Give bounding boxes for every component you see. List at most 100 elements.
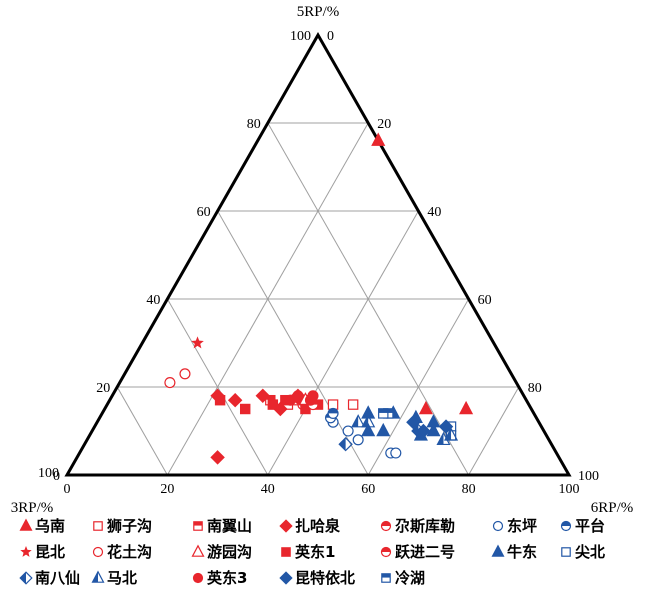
legend-item-冷湖: 冷湖 bbox=[381, 569, 425, 587]
legend-marker-昆北 bbox=[20, 546, 32, 557]
tick-right-40: 40 bbox=[427, 205, 441, 220]
point-扎哈泉-6 bbox=[210, 450, 225, 465]
point-南八仙-0 bbox=[338, 436, 353, 452]
legend-marker-平台 bbox=[560, 520, 572, 532]
legend-label-扎哈泉: 扎哈泉 bbox=[295, 517, 341, 535]
tick-bottom-20: 20 bbox=[160, 482, 174, 497]
point-花土沟-1 bbox=[179, 368, 191, 380]
tick-top-80: 80 bbox=[247, 117, 261, 132]
legend-label-乌南: 乌南 bbox=[35, 517, 65, 535]
legend-item-牛东: 牛东 bbox=[491, 543, 537, 561]
tick-top-0: 0 bbox=[53, 469, 60, 484]
data-points bbox=[164, 132, 474, 465]
point-昆北-0 bbox=[191, 336, 204, 349]
tick-top-100: 100 bbox=[290, 29, 311, 44]
legend-marker-花土沟 bbox=[92, 546, 104, 558]
legend-marker-尖北 bbox=[561, 547, 571, 557]
legend-marker-狮子沟 bbox=[93, 521, 103, 531]
legend-item-英东1: 英东1 bbox=[281, 543, 335, 561]
legend-marker-乌南 bbox=[19, 518, 33, 531]
tick-bottom-100: 100 bbox=[559, 482, 580, 497]
grid-line-right-80 bbox=[468, 386, 520, 476]
legend-label-昆特依北: 昆特依北 bbox=[295, 569, 355, 587]
point-昆特依北-2 bbox=[438, 419, 454, 434]
tick-right-60: 60 bbox=[478, 293, 492, 308]
legend-item-东坪: 东坪 bbox=[492, 517, 537, 535]
legend-label-平台: 平台 bbox=[575, 517, 605, 535]
point-东坪-2 bbox=[342, 425, 354, 437]
point-牛东-4 bbox=[376, 422, 391, 437]
point-狮子沟-2 bbox=[327, 399, 339, 410]
legend-marker-游园沟 bbox=[191, 544, 205, 557]
legend-marker-马北 bbox=[91, 570, 105, 583]
tick-bottom-60: 60 bbox=[361, 482, 375, 497]
legend-item-尕斯库勒: 尕斯库勒 bbox=[380, 517, 455, 535]
top-axis-title: 5RP/% bbox=[297, 4, 340, 20]
legend-label-牛东: 牛东 bbox=[507, 543, 537, 561]
tick-top-20: 20 bbox=[96, 381, 110, 396]
point-英东1-2 bbox=[267, 399, 279, 410]
legend-marker-扎哈泉 bbox=[279, 519, 293, 533]
legend-marker-英东1 bbox=[281, 547, 291, 557]
tick-right-100: 100 bbox=[578, 469, 599, 484]
legend-label-跃进二号: 跃进二号 bbox=[395, 543, 455, 561]
point-乌南-2 bbox=[459, 400, 474, 415]
point-马北-1 bbox=[361, 414, 376, 428]
legend-label-南八仙: 南八仙 bbox=[35, 569, 80, 587]
legend-marker-跃进二号 bbox=[380, 546, 392, 558]
legend-label-南翼山: 南翼山 bbox=[207, 517, 252, 535]
legend-marker-东坪 bbox=[492, 520, 504, 532]
point-马北-3 bbox=[443, 427, 459, 441]
legend-item-马北: 马北 bbox=[91, 569, 137, 587]
point-乌南-1 bbox=[418, 400, 433, 415]
tick-top-60: 60 bbox=[197, 205, 211, 220]
legend-marker-英东3 bbox=[192, 572, 204, 584]
left-axis-title: 3RP/% bbox=[11, 500, 54, 516]
point-英东1-1 bbox=[239, 403, 251, 415]
legend-marker-牛东 bbox=[491, 544, 505, 557]
legend-item-狮子沟: 狮子沟 bbox=[93, 517, 152, 535]
tick-bottom-0: 0 bbox=[64, 482, 71, 497]
legend-marker-昆特依北 bbox=[279, 571, 293, 585]
legend-label-东坪: 东坪 bbox=[507, 517, 537, 535]
legend-label-游园沟: 游园沟 bbox=[207, 543, 252, 561]
legend-label-冷湖: 冷湖 bbox=[395, 569, 425, 587]
legend-marker-尕斯库勒 bbox=[380, 520, 392, 532]
legend-item-平台: 平台 bbox=[560, 517, 605, 535]
point-冷湖-1 bbox=[378, 408, 389, 419]
legend-label-尕斯库勒: 尕斯库勒 bbox=[395, 517, 455, 535]
legend-label-昆北: 昆北 bbox=[35, 543, 65, 561]
point-乌南-0 bbox=[371, 132, 386, 146]
point-牛东-6 bbox=[426, 422, 441, 437]
legend-label-花土沟: 花土沟 bbox=[107, 543, 152, 561]
grid-line-left-60 bbox=[166, 298, 269, 476]
legend-item-南八仙: 南八仙 bbox=[19, 569, 80, 587]
legend-label-尖北: 尖北 bbox=[575, 543, 605, 561]
tick-bottom-40: 40 bbox=[261, 482, 275, 497]
point-狮子沟-0 bbox=[347, 399, 359, 410]
legend-label-英东3: 英东3 bbox=[207, 569, 247, 587]
point-牛东-7 bbox=[361, 422, 376, 437]
tick-bottom-80: 80 bbox=[462, 482, 476, 497]
tick-left-100: 100 bbox=[38, 466, 59, 481]
tick-top-40: 40 bbox=[146, 293, 160, 308]
grid-line-right-40 bbox=[267, 210, 419, 476]
legend-item-扎哈泉: 扎哈泉 bbox=[279, 517, 341, 535]
legend-item-游园沟: 游园沟 bbox=[191, 543, 252, 561]
legend-item-跃进二号: 跃进二号 bbox=[380, 543, 455, 561]
legend-label-马北: 马北 bbox=[107, 569, 137, 587]
legend-item-南翼山: 南翼山 bbox=[193, 517, 252, 535]
point-东坪-1 bbox=[352, 434, 364, 446]
point-马北-0 bbox=[351, 414, 366, 428]
legend-item-昆特依北: 昆特依北 bbox=[279, 569, 355, 587]
legend-marker-冷湖 bbox=[381, 573, 391, 583]
point-英东3-1 bbox=[292, 390, 304, 402]
point-花土沟-0 bbox=[164, 377, 176, 389]
point-平台-1 bbox=[327, 407, 339, 419]
legend-label-狮子沟: 狮子沟 bbox=[106, 517, 152, 535]
legend-item-昆北: 昆北 bbox=[20, 543, 65, 561]
point-昆特依北-1 bbox=[416, 423, 431, 439]
